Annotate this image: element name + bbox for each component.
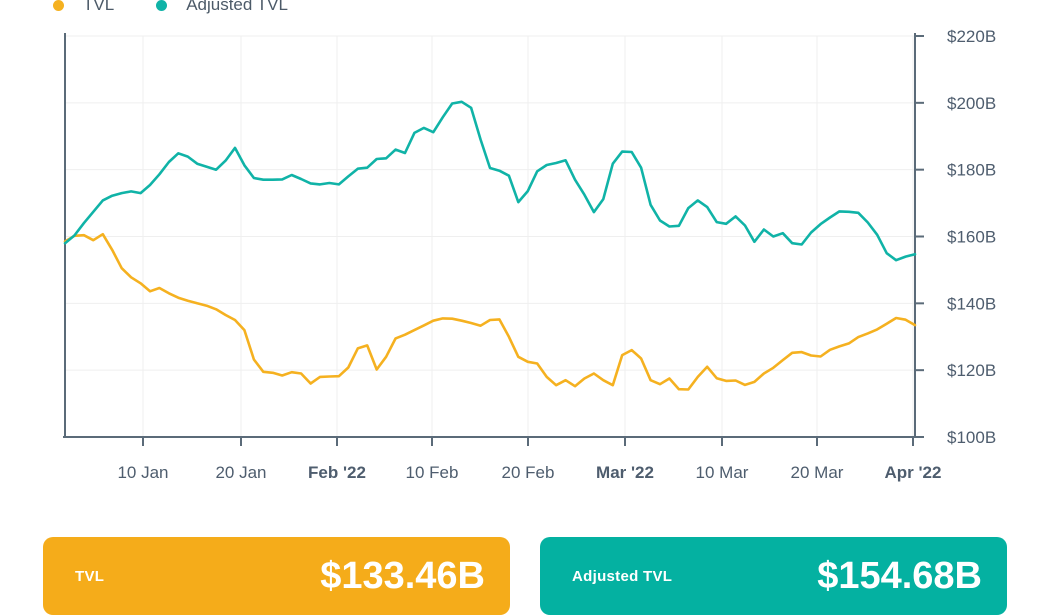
x-tick-label: Feb '22 — [308, 463, 366, 482]
x-tick-label: Mar '22 — [596, 463, 654, 482]
y-tick-label: $160B — [947, 228, 996, 247]
legend-label-tvl: TVL — [83, 0, 115, 14]
tvl-stat-card: TVL $133.46B — [43, 537, 510, 615]
tvl-dot-icon — [53, 0, 64, 11]
adjusted-tvl-dot-icon — [156, 0, 168, 11]
x-tick-label: Apr '22 — [885, 463, 942, 482]
chart-canvas[interactable]: $100B $120B $140B $160B $180B $200B $220B 10 Ja… — [0, 0, 1050, 530]
legend-item-tvl[interactable]: TVL — [53, 0, 114, 15]
x-tick-label: 10 Feb — [406, 463, 459, 482]
tvl-line[interactable] — [63, 232, 917, 391]
legend-label-adjusted-tvl: Adjusted TVL — [186, 0, 288, 14]
y-tick-label: $100B — [947, 428, 996, 447]
tvl-card-label: TVL — [75, 567, 105, 585]
tvl-card-value: $133.46B — [320, 554, 485, 597]
adjusted-tvl-card-label: Adjusted TVL — [572, 567, 673, 585]
x-tick-label: 10 Mar — [696, 463, 749, 482]
legend-item-adjusted-tvl[interactable]: Adjusted TVL — [156, 0, 288, 15]
tvl-chart[interactable]: $100B $120B $140B $160B $180B $200B $220B 10 Ja… — [0, 0, 1050, 530]
x-tick-label: 20 Mar — [791, 463, 844, 482]
adjusted-tvl-card-value: $154.68B — [817, 554, 982, 597]
y-tick-label: $200B — [947, 94, 996, 113]
adjusted-tvl-line[interactable] — [63, 100, 917, 262]
adjusted-tvl-stat-card: Adjusted TVL $154.68B — [540, 537, 1007, 615]
y-tick-label: $180B — [947, 161, 996, 180]
y-tick-label: $120B — [947, 361, 996, 380]
y-tick-label: $220B — [947, 27, 996, 46]
x-tick-label: 20 Jan — [215, 463, 266, 482]
x-tick-label: 10 Jan — [117, 463, 168, 482]
y-tick-label: $140B — [947, 294, 996, 313]
chart-legend: TVL Adjusted TVL — [53, 0, 288, 15]
x-tick-label: 20 Feb — [502, 463, 555, 482]
